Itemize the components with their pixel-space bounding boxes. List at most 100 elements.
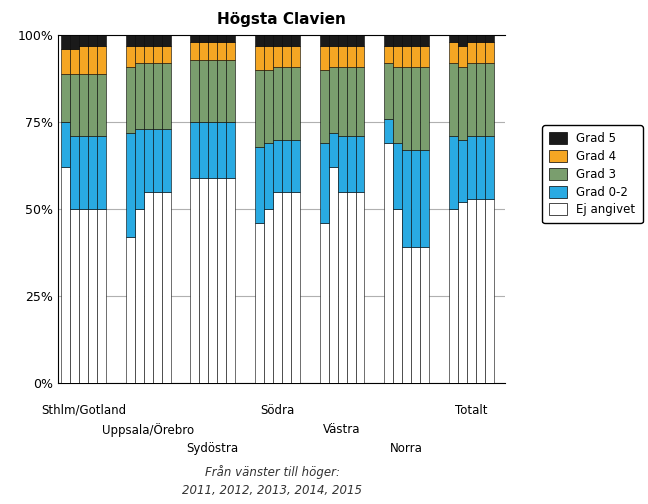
Text: Västra: Västra	[323, 423, 361, 436]
Bar	[449, 63, 457, 136]
Bar	[449, 35, 457, 42]
Text: Totalt: Totalt	[455, 404, 487, 417]
Bar	[191, 59, 200, 122]
Bar	[393, 143, 402, 209]
Bar	[384, 46, 393, 63]
Bar	[208, 178, 217, 383]
Bar	[226, 42, 235, 59]
Bar	[273, 35, 282, 46]
Bar	[384, 143, 393, 383]
Bar	[467, 35, 476, 42]
Bar	[291, 67, 300, 140]
Bar	[347, 192, 356, 383]
Bar	[144, 129, 153, 192]
Bar	[226, 178, 235, 383]
Bar	[208, 122, 217, 178]
Bar	[282, 46, 291, 67]
Bar	[291, 35, 300, 46]
Bar	[449, 209, 457, 383]
Text: Södra: Södra	[260, 404, 294, 417]
Bar	[402, 46, 411, 67]
Title: Högsta Clavien: Högsta Clavien	[218, 12, 346, 27]
Bar	[88, 74, 97, 136]
Bar	[273, 46, 282, 67]
Bar	[384, 119, 393, 143]
Bar	[255, 147, 264, 223]
Bar	[476, 42, 485, 63]
Bar	[356, 35, 364, 46]
Bar	[273, 67, 282, 140]
Bar	[144, 192, 153, 383]
Bar	[70, 136, 79, 209]
Bar	[255, 46, 264, 70]
Bar	[393, 35, 402, 46]
Bar	[79, 136, 88, 209]
Bar	[144, 46, 153, 63]
Bar	[476, 63, 485, 136]
Bar	[208, 59, 217, 122]
Bar	[319, 35, 329, 46]
Bar	[126, 46, 135, 67]
Bar	[97, 209, 106, 383]
Bar	[282, 192, 291, 383]
Bar	[420, 247, 429, 383]
Bar	[467, 63, 476, 136]
Bar	[88, 46, 97, 74]
Bar	[70, 74, 79, 136]
Bar	[88, 136, 97, 209]
Bar	[200, 42, 208, 59]
Bar	[191, 122, 200, 178]
Bar	[449, 42, 457, 63]
Bar	[97, 46, 106, 74]
Bar	[329, 167, 338, 383]
Bar	[144, 63, 153, 129]
Bar	[61, 49, 70, 74]
Bar	[457, 35, 467, 46]
Text: Uppsala/Örebro: Uppsala/Örebro	[102, 423, 194, 437]
Bar	[153, 35, 161, 46]
Bar	[61, 74, 70, 122]
Bar	[411, 247, 420, 383]
Text: Norra: Norra	[390, 442, 423, 455]
Bar	[273, 140, 282, 192]
Bar	[217, 35, 226, 42]
Text: 2011, 2012, 2013, 2014, 2015: 2011, 2012, 2013, 2014, 2015	[182, 484, 362, 497]
Legend: Grad 5, Grad 4, Grad 3, Grad 0-2, Ej angivet: Grad 5, Grad 4, Grad 3, Grad 0-2, Ej ang…	[542, 125, 643, 223]
Bar	[402, 67, 411, 150]
Text: Sthlm/Gotland: Sthlm/Gotland	[41, 404, 126, 417]
Bar	[61, 122, 70, 167]
Bar	[153, 129, 161, 192]
Bar	[338, 67, 347, 136]
Bar	[161, 35, 170, 46]
Bar	[61, 167, 70, 383]
Bar	[144, 35, 153, 46]
Bar	[384, 63, 393, 119]
Bar	[191, 178, 200, 383]
Bar	[97, 74, 106, 136]
Bar	[485, 199, 494, 383]
Bar	[338, 46, 347, 67]
Bar	[420, 46, 429, 67]
Bar	[79, 46, 88, 74]
Bar	[126, 67, 135, 133]
Bar	[161, 46, 170, 63]
Text: Sydöstra: Sydöstra	[187, 442, 239, 455]
Bar	[97, 136, 106, 209]
Bar	[264, 35, 273, 46]
Bar	[476, 35, 485, 42]
Bar	[420, 150, 429, 247]
Bar	[70, 35, 79, 49]
Bar	[282, 140, 291, 192]
Bar	[217, 59, 226, 122]
Bar	[393, 67, 402, 143]
Bar	[338, 136, 347, 192]
Bar	[226, 122, 235, 178]
Bar	[273, 192, 282, 383]
Bar	[420, 67, 429, 150]
Bar	[97, 35, 106, 46]
Bar	[255, 35, 264, 46]
Bar	[191, 35, 200, 42]
Bar	[467, 136, 476, 199]
Bar	[485, 63, 494, 136]
Bar	[135, 35, 144, 46]
